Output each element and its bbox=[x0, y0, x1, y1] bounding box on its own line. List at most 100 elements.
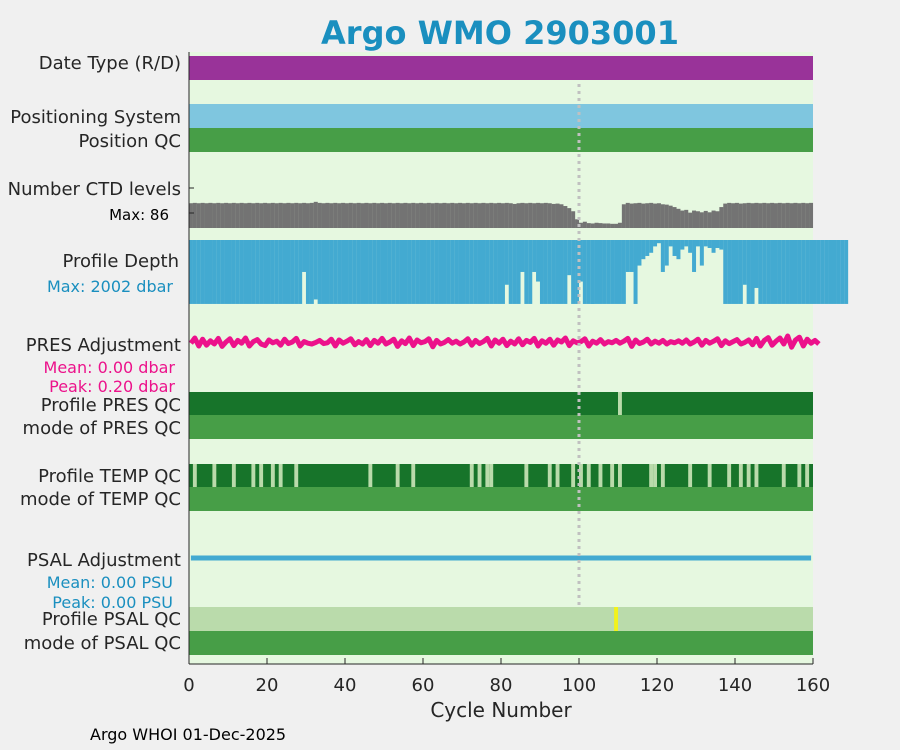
profile-depth-bar bbox=[738, 240, 743, 304]
ctd-level-bar bbox=[543, 202, 548, 228]
profile-depth-bar bbox=[263, 240, 268, 304]
profile-depth-bar bbox=[606, 240, 611, 304]
ctd-level-bar bbox=[352, 203, 357, 228]
profile-depth-bar bbox=[294, 240, 299, 304]
ctd-level-bar bbox=[430, 203, 435, 228]
ctd-level-bar bbox=[629, 203, 634, 228]
profile-depth-bar bbox=[688, 240, 693, 253]
ctd-level-bar bbox=[660, 204, 665, 228]
ctd-level-bar bbox=[594, 222, 599, 228]
profile-depth-bar bbox=[758, 240, 763, 304]
profile-depth-bar bbox=[270, 240, 275, 304]
ctd-level-bar bbox=[302, 202, 307, 228]
profile-depth-bar bbox=[563, 240, 568, 304]
ctd-level-bar bbox=[781, 203, 786, 228]
profile-depth-bar bbox=[259, 240, 264, 304]
ctd-level-bar bbox=[559, 204, 564, 228]
ctd-level-bar bbox=[298, 203, 303, 228]
x-tick-label: 160 bbox=[796, 675, 830, 696]
profile-depth-bar bbox=[434, 240, 439, 304]
pres-mean-annotation: Mean: 0.00 dbar bbox=[44, 358, 176, 377]
ctd-level-bar bbox=[766, 203, 771, 228]
footer-credit: Argo WHOI 01-Dec-2025 bbox=[90, 725, 287, 744]
profile-depth-bar bbox=[352, 240, 357, 304]
ctd-level-bar bbox=[227, 203, 232, 228]
ctd-level-bar bbox=[294, 202, 299, 228]
profile-depth-bar bbox=[653, 240, 658, 247]
profile-depth-bar bbox=[840, 240, 845, 304]
ctd-level-bar bbox=[738, 203, 743, 228]
ctd-level-bar bbox=[266, 203, 271, 228]
profile-depth-bar bbox=[321, 240, 326, 304]
status-rows bbox=[188, 56, 849, 655]
profile-depth-bar bbox=[645, 240, 650, 256]
label-profile-psal-qc: Profile PSAL QC bbox=[42, 609, 181, 630]
temp-qc-flag bbox=[259, 464, 264, 487]
ctd-level-bar bbox=[192, 202, 197, 228]
profile-depth-bar bbox=[785, 240, 790, 304]
ctd-level-bar bbox=[586, 223, 591, 228]
profile-depth-bar bbox=[235, 240, 240, 304]
ctd-level-bar bbox=[777, 202, 782, 228]
ctd-level-bar bbox=[676, 208, 681, 228]
profile-depth-bar bbox=[539, 240, 544, 304]
profile-depth-bar bbox=[450, 240, 455, 304]
label-position-qc: Position QC bbox=[78, 131, 181, 152]
x-tick-label: 120 bbox=[640, 675, 674, 696]
ctd-level-bar bbox=[672, 207, 677, 228]
profile-depth-bar bbox=[805, 240, 810, 304]
ctd-level-bar bbox=[251, 203, 256, 228]
ctd-level-bar bbox=[746, 202, 751, 228]
profile-depth-bar bbox=[770, 240, 775, 304]
ctd-level-bar bbox=[516, 203, 521, 228]
ctd-level-bar bbox=[465, 202, 470, 228]
profile-depth-bar bbox=[313, 240, 318, 300]
profile-depth-bar bbox=[380, 240, 385, 304]
profile-depth-bar bbox=[485, 240, 490, 304]
profile-depth-bar bbox=[251, 240, 256, 304]
profile-depth-bar bbox=[497, 240, 502, 304]
profile-depth-bar bbox=[637, 240, 642, 266]
profile-depth-bar bbox=[204, 240, 209, 304]
profile-depth-bar bbox=[360, 240, 365, 304]
profile-depth-bar bbox=[368, 240, 373, 304]
ctd-level-bar bbox=[734, 202, 739, 228]
ctd-level-bar bbox=[625, 202, 630, 228]
profile-depth-bar bbox=[200, 240, 205, 304]
ctd-level-bar bbox=[688, 212, 693, 228]
ctd-level-bar bbox=[286, 202, 291, 228]
temp-qc-flag bbox=[781, 464, 786, 487]
ctd-level-bar bbox=[547, 203, 552, 228]
x-axis-label: Cycle Number bbox=[430, 698, 572, 722]
ctd-level-bar bbox=[200, 202, 205, 228]
profile-depth-bar bbox=[551, 240, 556, 304]
ctd-level-bar bbox=[481, 202, 486, 228]
profile-depth-bar bbox=[781, 240, 786, 304]
profile-depth-bar bbox=[828, 240, 833, 304]
ctd-level-bar bbox=[668, 205, 673, 228]
profile-depth-bar bbox=[348, 240, 353, 304]
temp-qc-flag bbox=[649, 464, 654, 487]
profile-depth-bar bbox=[801, 240, 806, 304]
ctd-level-bar bbox=[703, 210, 708, 228]
profile-depth-bar bbox=[399, 240, 404, 304]
ctd-level-bar bbox=[809, 202, 814, 228]
ctd-level-bar bbox=[278, 202, 283, 228]
ctd-level-bar bbox=[633, 203, 638, 228]
ctd-level-bar bbox=[504, 202, 509, 228]
profile-depth-bar bbox=[641, 240, 646, 260]
profile-depth-bar bbox=[598, 240, 603, 304]
ctd-level-bar bbox=[493, 203, 498, 228]
profile-depth-bar bbox=[668, 240, 673, 247]
ctd-level-bar bbox=[617, 222, 622, 228]
profile-depth-bar bbox=[703, 240, 708, 247]
ctd-level-bar bbox=[653, 203, 658, 228]
temp-qc-flag bbox=[618, 464, 622, 487]
ctd-level-bar bbox=[337, 203, 342, 228]
ctd-level-bar bbox=[754, 202, 759, 228]
ctd-level-bar bbox=[758, 203, 763, 228]
ctd-level-bar bbox=[263, 202, 268, 228]
ctd-level-bar bbox=[551, 203, 556, 228]
ctd-level-bar bbox=[797, 203, 802, 228]
